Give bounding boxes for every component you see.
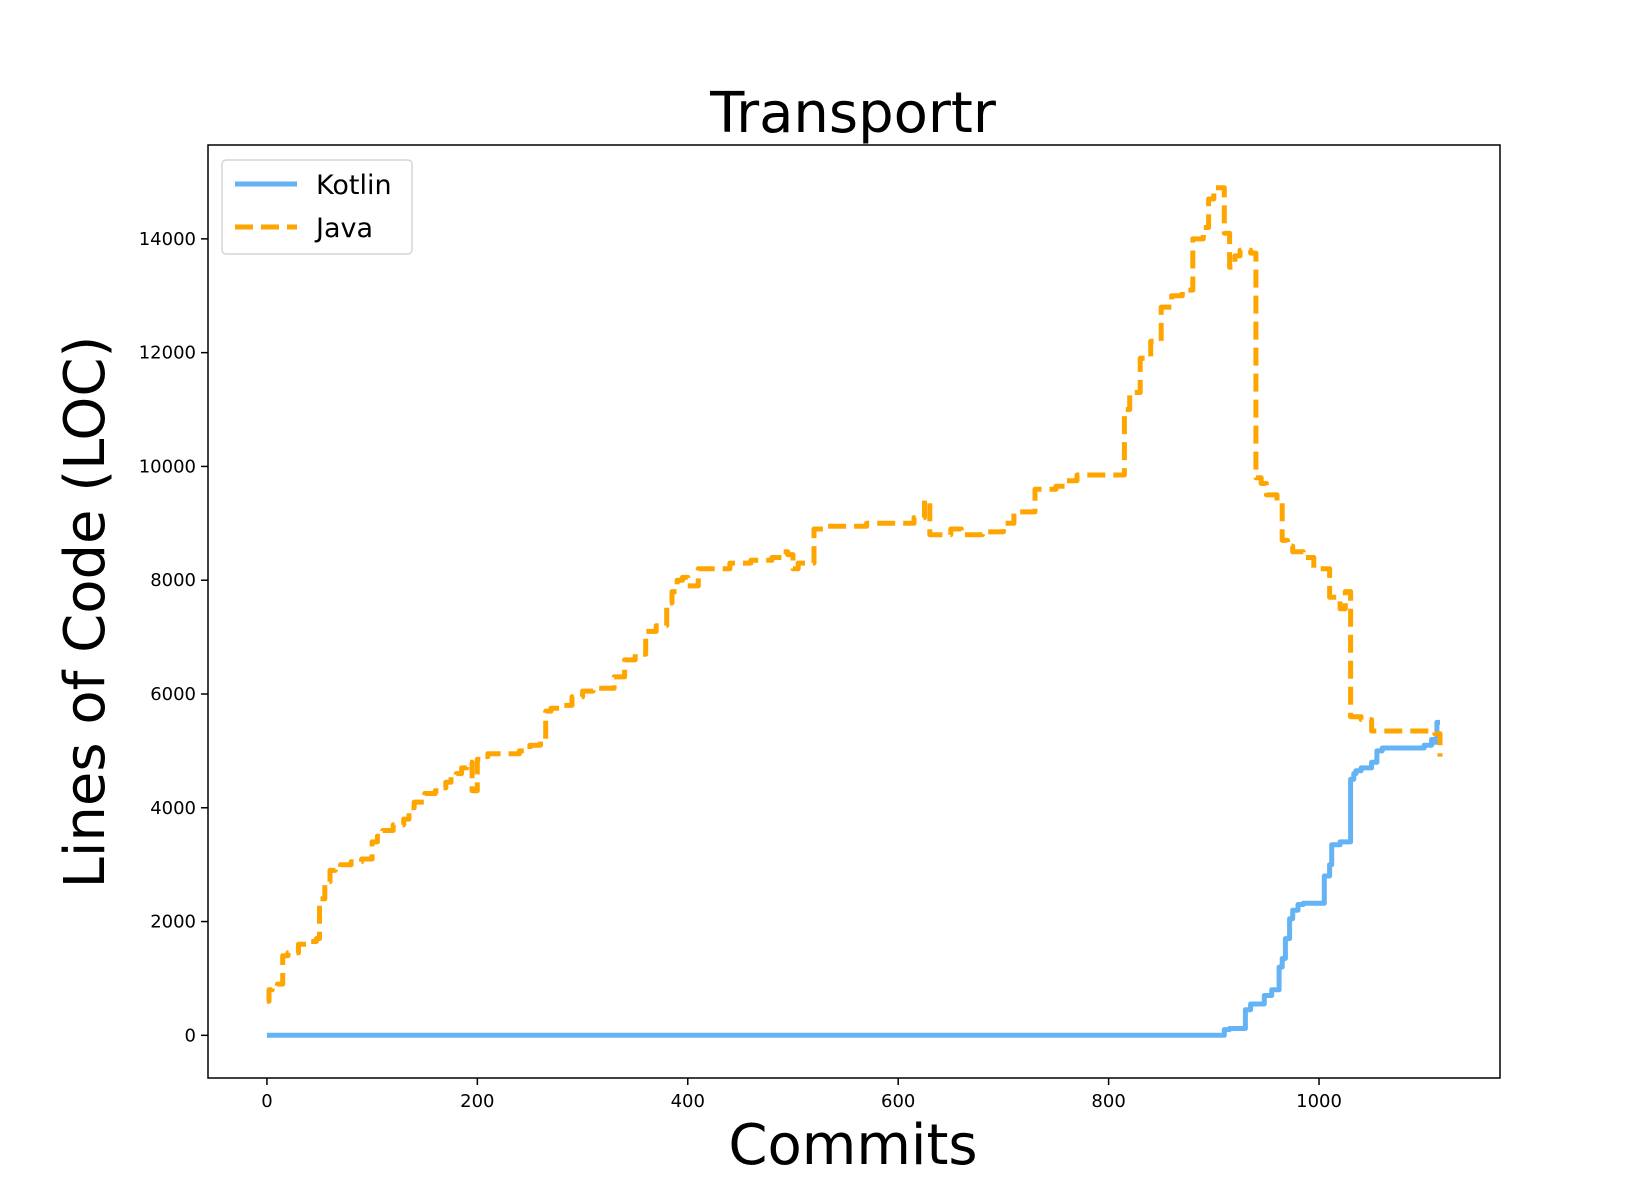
- x-axis: 0 200 400 600 800 1000: [261, 1078, 1342, 1112]
- y-tick-label: 10000: [139, 456, 196, 477]
- y-tick-label: 14000: [139, 229, 196, 250]
- series-line-kotlin: [266, 719, 1440, 1038]
- x-tick-label: 800: [1091, 1091, 1125, 1112]
- y-axis-label: Lines of Code (LOC): [53, 336, 118, 889]
- y-tick-label: 4000: [150, 798, 196, 819]
- legend-label-kotlin: Kotlin: [316, 170, 392, 201]
- plot-area-frame: [207, 144, 1501, 1079]
- y-tick-label: 6000: [150, 684, 196, 705]
- x-tick-label: 200: [460, 1091, 494, 1112]
- y-tick-label: 12000: [139, 343, 196, 364]
- x-tick-label: 600: [881, 1091, 915, 1112]
- y-tick-label: 8000: [150, 570, 196, 591]
- x-tick-label: 0: [261, 1091, 272, 1112]
- chart-title: Transportr: [709, 81, 997, 146]
- y-tick-label: 2000: [150, 912, 196, 933]
- series-layer: [266, 185, 1443, 1038]
- legend-label-java: Java: [314, 213, 373, 244]
- series-line-java: [266, 185, 1443, 1004]
- x-tick-label: 400: [671, 1091, 705, 1112]
- legend: Kotlin Java: [221, 159, 413, 255]
- x-tick-label: 1000: [1296, 1091, 1342, 1112]
- y-tick-label: 0: [185, 1025, 196, 1046]
- x-axis-label: Commits: [728, 1113, 977, 1178]
- y-axis: 0 2000 4000 6000 8000 10000 12000 14000: [139, 229, 208, 1046]
